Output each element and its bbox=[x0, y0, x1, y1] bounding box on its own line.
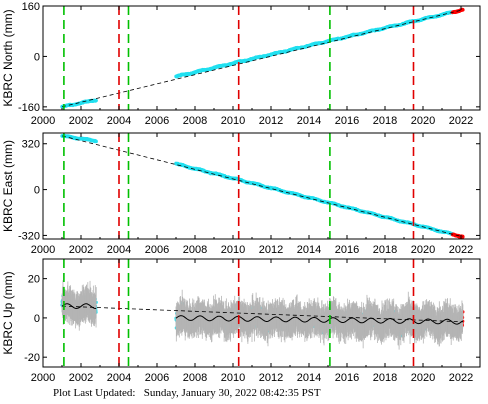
x-tick-label: 2002 bbox=[69, 115, 93, 127]
model-trend-line bbox=[61, 9, 463, 108]
x-tick-label: 2006 bbox=[145, 115, 169, 127]
plot-area bbox=[60, 133, 465, 239]
plot-area bbox=[60, 259, 465, 367]
x-tick-label: 2002 bbox=[69, 244, 93, 256]
panel-frame bbox=[42, 5, 481, 111]
x-tick-label: 2014 bbox=[297, 115, 321, 127]
x-tick-label: 2016 bbox=[335, 244, 359, 256]
x-tick-label: 2012 bbox=[259, 244, 283, 256]
y-tick-label: -320 bbox=[18, 230, 40, 242]
x-tick-label: 2004 bbox=[107, 244, 131, 256]
x-tick-label: 2020 bbox=[411, 115, 435, 127]
plot-area bbox=[60, 6, 465, 110]
y-axis-title: KBRC East (mm) bbox=[1, 140, 15, 232]
panel-2: 2000 2002 2004 2006 2008 2010 2012 2014 2016 2018… bbox=[1, 132, 481, 256]
x-tick-label: 2008 bbox=[183, 115, 207, 127]
data-point bbox=[94, 139, 98, 144]
x-tick-label: 2018 bbox=[373, 115, 397, 127]
error-bars bbox=[61, 280, 464, 350]
x-tick-label: 2010 bbox=[221, 115, 245, 127]
x-tick-label: 2008 bbox=[183, 244, 207, 256]
model-trend-line bbox=[61, 135, 463, 238]
x-tick-label: 2020 bbox=[411, 244, 435, 256]
x-tick-label: 2022 bbox=[449, 115, 473, 127]
x-tick-label: 2000 bbox=[31, 115, 55, 127]
data-point bbox=[461, 235, 465, 239]
x-tick-label: 2022 bbox=[449, 244, 473, 256]
y-tick-label: 0 bbox=[34, 51, 40, 63]
x-tick-label: 2006 bbox=[145, 244, 169, 256]
x-tick-label: 2014 bbox=[297, 244, 321, 256]
y-tick-label: -160 bbox=[18, 102, 40, 114]
x-tick-label: 2016 bbox=[335, 115, 359, 127]
y-tick-label: 0 bbox=[34, 185, 40, 197]
data-point bbox=[461, 8, 465, 12]
x-tick-label: 2000 bbox=[31, 244, 55, 256]
panel-3: 2000 2002 2004 2006 2008 2010 2012 2014 2016 2018… bbox=[1, 258, 481, 384]
x-tick-label: 2018 bbox=[373, 244, 397, 256]
x-tick-label: 2012 bbox=[259, 115, 283, 127]
y-tick-label: 320 bbox=[22, 139, 40, 151]
x-tick-label: 2004 bbox=[107, 115, 131, 127]
y-tick-label: 160 bbox=[22, 1, 40, 13]
x-tick-label: 2010 bbox=[221, 244, 245, 256]
panel-1: 2000 2002 2004 2006 2008 2010 2012 2014 2016 2018… bbox=[1, 1, 481, 127]
y-axis-title: KBRC North (mm) bbox=[1, 9, 15, 106]
panel-frame bbox=[42, 132, 481, 240]
data-point bbox=[94, 98, 98, 103]
